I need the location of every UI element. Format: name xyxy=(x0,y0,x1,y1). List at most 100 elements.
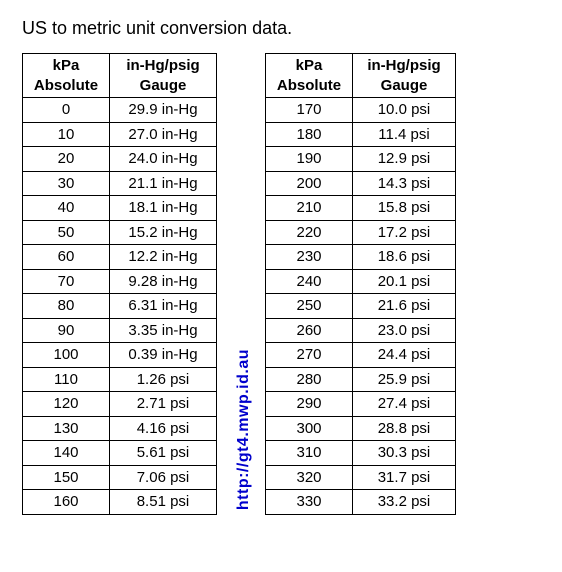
cell-gauge: 28.8 psi xyxy=(353,416,456,441)
cell-kpa: 100 xyxy=(23,343,110,368)
table-row: 27024.4 psi xyxy=(266,343,456,368)
table-row: 806.31 in-Hg xyxy=(23,294,217,319)
cell-kpa: 130 xyxy=(23,416,110,441)
cell-kpa: 210 xyxy=(266,196,353,221)
table-row: 1507.06 psi xyxy=(23,465,217,490)
cell-gauge: 12.2 in-Hg xyxy=(110,245,217,270)
cell-gauge: 17.2 psi xyxy=(353,220,456,245)
cell-gauge: 27.0 in-Hg xyxy=(110,122,217,147)
cell-kpa: 30 xyxy=(23,171,110,196)
cell-kpa: 80 xyxy=(23,294,110,319)
table-row: 6012.2 in-Hg xyxy=(23,245,217,270)
cell-gauge: 20.1 psi xyxy=(353,269,456,294)
cell-kpa: 90 xyxy=(23,318,110,343)
table-row: 26023.0 psi xyxy=(266,318,456,343)
cell-kpa: 330 xyxy=(266,490,353,515)
col-header-gauge: in-Hg/psigGauge xyxy=(110,54,217,98)
cell-kpa: 60 xyxy=(23,245,110,270)
cell-gauge: 7.06 psi xyxy=(110,465,217,490)
cell-gauge: 15.8 psi xyxy=(353,196,456,221)
cell-gauge: 2.71 psi xyxy=(110,392,217,417)
table-row: 23018.6 psi xyxy=(266,245,456,270)
cell-gauge: 18.1 in-Hg xyxy=(110,196,217,221)
table-row: 1101.26 psi xyxy=(23,367,217,392)
cell-kpa: 180 xyxy=(266,122,353,147)
cell-kpa: 170 xyxy=(266,98,353,123)
col-header-kpa: kPaAbsolute xyxy=(23,54,110,98)
cell-gauge: 24.4 psi xyxy=(353,343,456,368)
cell-gauge: 8.51 psi xyxy=(110,490,217,515)
cell-gauge: 30.3 psi xyxy=(353,441,456,466)
cell-kpa: 190 xyxy=(266,147,353,172)
table-row: 21015.8 psi xyxy=(266,196,456,221)
cell-kpa: 50 xyxy=(23,220,110,245)
table-row: 18011.4 psi xyxy=(266,122,456,147)
page-title: US to metric unit conversion data. xyxy=(22,18,540,39)
watermark-url: http://gt4.mwp.id.au xyxy=(235,349,253,510)
cell-gauge: 15.2 in-Hg xyxy=(110,220,217,245)
table-row: 28025.9 psi xyxy=(266,367,456,392)
tables-container: kPaAbsolute in-Hg/psigGauge 029.9 in-Hg1… xyxy=(22,53,540,515)
table-row: 33033.2 psi xyxy=(266,490,456,515)
table-row: 1000.39 in-Hg xyxy=(23,343,217,368)
cell-gauge: 18.6 psi xyxy=(353,245,456,270)
table-row: 5015.2 in-Hg xyxy=(23,220,217,245)
table-row: 3021.1 in-Hg xyxy=(23,171,217,196)
cell-gauge: 11.4 psi xyxy=(353,122,456,147)
conversion-table-left: kPaAbsolute in-Hg/psigGauge 029.9 in-Hg1… xyxy=(22,53,217,515)
cell-kpa: 70 xyxy=(23,269,110,294)
cell-kpa: 290 xyxy=(266,392,353,417)
cell-kpa: 120 xyxy=(23,392,110,417)
table-row: 1304.16 psi xyxy=(23,416,217,441)
cell-kpa: 320 xyxy=(266,465,353,490)
col-header-gauge: in-Hg/psigGauge xyxy=(353,54,456,98)
cell-gauge: 6.31 in-Hg xyxy=(110,294,217,319)
cell-kpa: 150 xyxy=(23,465,110,490)
table-row: 2024.0 in-Hg xyxy=(23,147,217,172)
cell-kpa: 0 xyxy=(23,98,110,123)
table-row: 1202.71 psi xyxy=(23,392,217,417)
cell-gauge: 33.2 psi xyxy=(353,490,456,515)
cell-kpa: 40 xyxy=(23,196,110,221)
cell-gauge: 31.7 psi xyxy=(353,465,456,490)
conversion-table-right: kPaAbsolute in-Hg/psigGauge 17010.0 psi1… xyxy=(265,53,456,515)
cell-gauge: 0.39 in-Hg xyxy=(110,343,217,368)
table-row: 32031.7 psi xyxy=(266,465,456,490)
cell-gauge: 9.28 in-Hg xyxy=(110,269,217,294)
table-row: 709.28 in-Hg xyxy=(23,269,217,294)
cell-gauge: 29.9 in-Hg xyxy=(110,98,217,123)
cell-kpa: 10 xyxy=(23,122,110,147)
cell-kpa: 110 xyxy=(23,367,110,392)
cell-gauge: 27.4 psi xyxy=(353,392,456,417)
cell-gauge: 21.6 psi xyxy=(353,294,456,319)
cell-kpa: 260 xyxy=(266,318,353,343)
cell-kpa: 160 xyxy=(23,490,110,515)
cell-kpa: 230 xyxy=(266,245,353,270)
cell-kpa: 220 xyxy=(266,220,353,245)
cell-gauge: 21.1 in-Hg xyxy=(110,171,217,196)
table-row: 4018.1 in-Hg xyxy=(23,196,217,221)
cell-kpa: 250 xyxy=(266,294,353,319)
cell-gauge: 12.9 psi xyxy=(353,147,456,172)
table-row: 1608.51 psi xyxy=(23,490,217,515)
cell-kpa: 20 xyxy=(23,147,110,172)
cell-gauge: 5.61 psi xyxy=(110,441,217,466)
cell-gauge: 3.35 in-Hg xyxy=(110,318,217,343)
table-row: 30028.8 psi xyxy=(266,416,456,441)
cell-kpa: 270 xyxy=(266,343,353,368)
cell-gauge: 14.3 psi xyxy=(353,171,456,196)
table-row: 22017.2 psi xyxy=(266,220,456,245)
cell-kpa: 280 xyxy=(266,367,353,392)
cell-gauge: 24.0 in-Hg xyxy=(110,147,217,172)
table-row: 1027.0 in-Hg xyxy=(23,122,217,147)
cell-gauge: 4.16 psi xyxy=(110,416,217,441)
table-row: 24020.1 psi xyxy=(266,269,456,294)
table-row: 903.35 in-Hg xyxy=(23,318,217,343)
table-row: 029.9 in-Hg xyxy=(23,98,217,123)
table-row: 1405.61 psi xyxy=(23,441,217,466)
cell-gauge: 10.0 psi xyxy=(353,98,456,123)
col-header-kpa: kPaAbsolute xyxy=(266,54,353,98)
table-row: 29027.4 psi xyxy=(266,392,456,417)
cell-kpa: 240 xyxy=(266,269,353,294)
cell-gauge: 1.26 psi xyxy=(110,367,217,392)
